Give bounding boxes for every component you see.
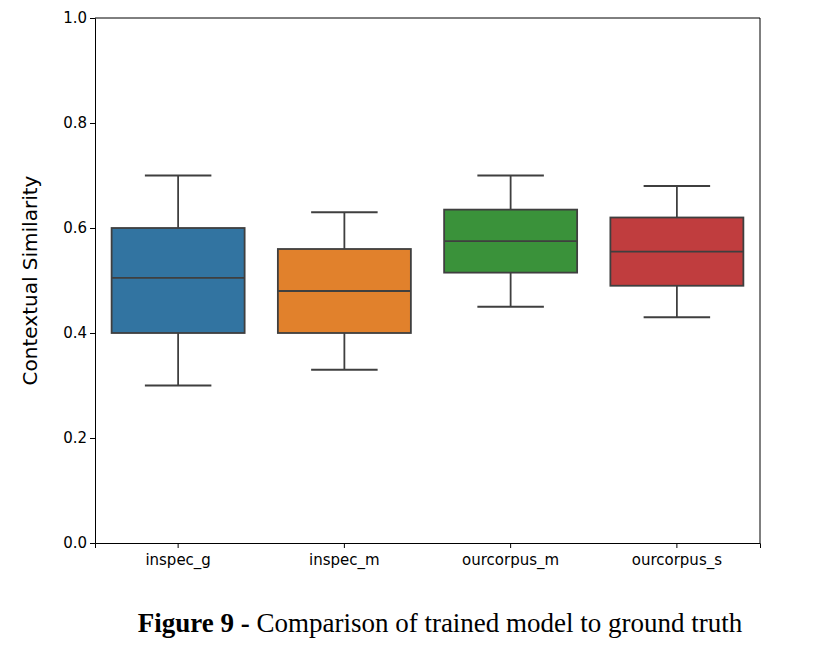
upper-whisker (676, 186, 678, 218)
x-axis-line (96, 544, 761, 549)
boxes (112, 176, 744, 386)
chart: 0.0 0.2 0.4 0.6 0.8 1.0 inspec_g inspec_m ourcor… (0, 0, 821, 652)
frame-right (760, 18, 761, 543)
lower-cap (477, 306, 544, 308)
box-group (278, 212, 411, 370)
box (610, 218, 743, 286)
lower-cap (644, 316, 711, 318)
title: Figure 9 - Comparison of trained model t… (138, 608, 743, 638)
box-group (610, 186, 743, 317)
y-tick-mark (90, 438, 95, 439)
upper-whisker (177, 176, 179, 229)
box (444, 210, 577, 273)
y-tick: 0.2 (63, 429, 95, 447)
lower-whisker (177, 333, 179, 386)
y-tick-label: 0.6 (63, 219, 87, 237)
x-tick-mark (676, 543, 677, 548)
x-tick: ourcorpus_s (632, 543, 722, 570)
y-tick-mark (90, 18, 95, 19)
x-axis: inspec_g inspec_m ourcorpus_m ourcorpus_s (96, 543, 761, 570)
median-line (444, 240, 577, 242)
y-tick-label: 0.0 (63, 534, 87, 552)
median-line (112, 277, 245, 279)
lower-whisker (676, 286, 678, 318)
upper-whisker (510, 176, 512, 210)
upper-cap (311, 211, 378, 213)
x-tick-mark (510, 543, 511, 548)
box (112, 228, 245, 333)
box-group (112, 176, 245, 386)
y-tick: 0.8 (63, 114, 95, 132)
median-line (610, 251, 743, 253)
lower-cap (311, 369, 378, 371)
y-tick-mark (90, 333, 95, 334)
y-tick-label: 0.2 (63, 429, 87, 447)
y-tick-label: 0.8 (63, 114, 87, 132)
y-tick: 0.4 (63, 324, 95, 342)
upper-whisker (343, 212, 345, 249)
x-tick: ourcorpus_m (462, 543, 559, 570)
x-tick: inspec_m (309, 543, 380, 570)
x-tick-label: inspec_m (309, 551, 380, 570)
plot-area: 0.0 0.2 0.4 0.6 0.8 1.0 inspec_g inspec_m ourcor… (63, 9, 760, 569)
y-tick-mark (90, 543, 95, 544)
y-axis-title: Contextual Similarity (18, 175, 42, 385)
y-tick: 0.0 (63, 534, 95, 552)
y-axis: 0.0 0.2 0.4 0.6 0.8 1.0 (63, 9, 95, 552)
y-tick: 0.6 (63, 219, 95, 237)
lower-cap (145, 385, 212, 387)
y-tick-label: 1.0 (63, 9, 87, 27)
upper-cap (145, 175, 212, 177)
y-axis-line (90, 19, 96, 544)
y-tick-mark (90, 123, 95, 124)
upper-cap (644, 185, 711, 187)
lower-whisker (343, 333, 345, 370)
box-group (444, 176, 577, 307)
upper-cap (477, 175, 544, 177)
x-tick: inspec_g (145, 543, 211, 570)
y-tick-label: 0.4 (63, 324, 87, 342)
box (278, 249, 411, 333)
y-tick: 1.0 (63, 9, 95, 27)
x-tick-label: inspec_g (145, 551, 211, 570)
x-tick-mark (178, 543, 179, 548)
median-line (278, 290, 411, 292)
frame-top (95, 18, 760, 19)
x-tick-mark (344, 543, 345, 548)
x-tick-label: ourcorpus_s (632, 551, 722, 570)
x-tick-label: ourcorpus_m (462, 551, 559, 570)
lower-whisker (510, 273, 512, 307)
y-tick-mark (90, 228, 95, 229)
